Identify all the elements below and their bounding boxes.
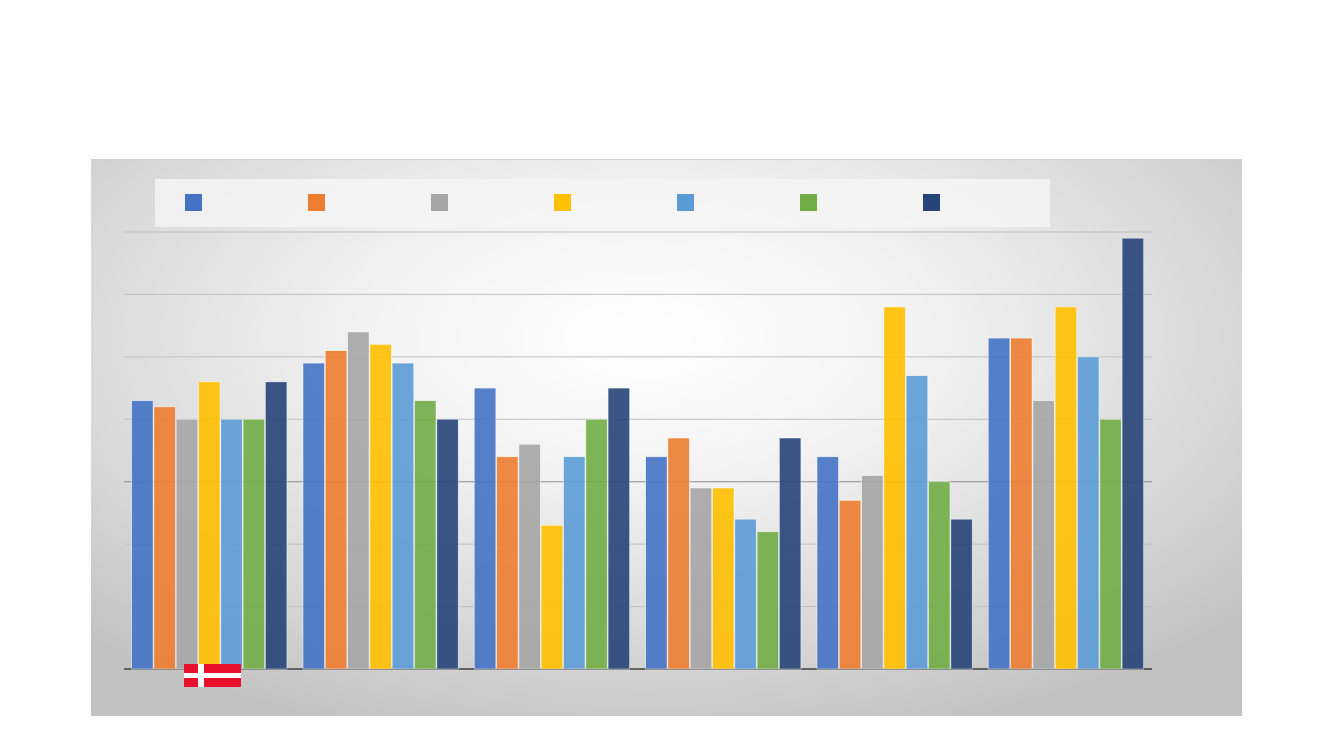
legend-entry	[308, 194, 325, 211]
bar-series4-group5	[883, 306, 906, 670]
bar-series2-group2	[324, 350, 348, 670]
legend-entry	[185, 194, 202, 211]
bar-series2-group3	[496, 456, 519, 670]
legend-entry	[431, 194, 448, 211]
bar-series6-group2	[414, 400, 437, 670]
bar-series1-group2	[302, 362, 325, 670]
bar-series2-group6	[1010, 337, 1033, 670]
bar-series6-group3	[585, 418, 608, 670]
legend-entry	[677, 194, 694, 211]
denmark-flag-icon	[184, 664, 241, 687]
bar-series4-group2	[369, 343, 392, 670]
legend-swatch	[431, 194, 448, 211]
legend-entry	[923, 194, 940, 211]
bar-series5-group2	[391, 362, 415, 670]
bar-series6-group1	[242, 418, 266, 670]
bar-series4-group6	[1054, 306, 1078, 670]
bar-series5-group4	[734, 518, 757, 670]
bar-series5-group1	[220, 418, 243, 670]
bar-series4-group4	[712, 487, 735, 670]
bar-series3-group4	[689, 487, 713, 670]
legend-swatch	[554, 194, 571, 211]
legend-entry	[554, 194, 571, 211]
legend	[155, 179, 1050, 227]
bar-series1-group4	[645, 456, 668, 670]
bar-series5-group5	[905, 375, 929, 670]
bar-series3-group6	[1032, 400, 1055, 670]
bar-series5-group3	[563, 456, 586, 670]
bar-series7-group1	[264, 381, 288, 670]
bar-series7-group2	[436, 418, 459, 670]
bar-series6-group4	[756, 531, 779, 670]
bar-series5-group6	[1077, 356, 1100, 670]
bar-series3-group3	[518, 443, 541, 670]
legend-swatch	[923, 194, 940, 211]
legend-entry	[800, 194, 817, 211]
bar-series6-group5	[928, 481, 951, 670]
legend-swatch	[800, 194, 817, 211]
legend-swatch	[677, 194, 694, 211]
bar-series4-group3	[540, 525, 564, 670]
bar-series2-group4	[667, 437, 690, 670]
bar-series2-group5	[838, 499, 862, 670]
bar-series3-group5	[861, 475, 884, 670]
legend-swatch	[308, 194, 325, 211]
bar-series7-group6	[1121, 237, 1144, 670]
bar-series2-group1	[153, 406, 176, 670]
bar-series4-group1	[198, 381, 221, 670]
bar-series3-group2	[347, 331, 370, 670]
bar-series1-group5	[816, 456, 839, 670]
bar-series1-group6	[987, 337, 1011, 670]
bar-series7-group3	[607, 387, 630, 670]
legend-swatch	[185, 194, 202, 211]
bar-series6-group6	[1099, 418, 1122, 670]
bar-series1-group1	[131, 400, 154, 670]
bar-series7-group4	[779, 437, 802, 670]
bar-series1-group3	[473, 387, 497, 670]
bar-series3-group1	[175, 418, 199, 670]
bar-series7-group5	[950, 518, 973, 670]
